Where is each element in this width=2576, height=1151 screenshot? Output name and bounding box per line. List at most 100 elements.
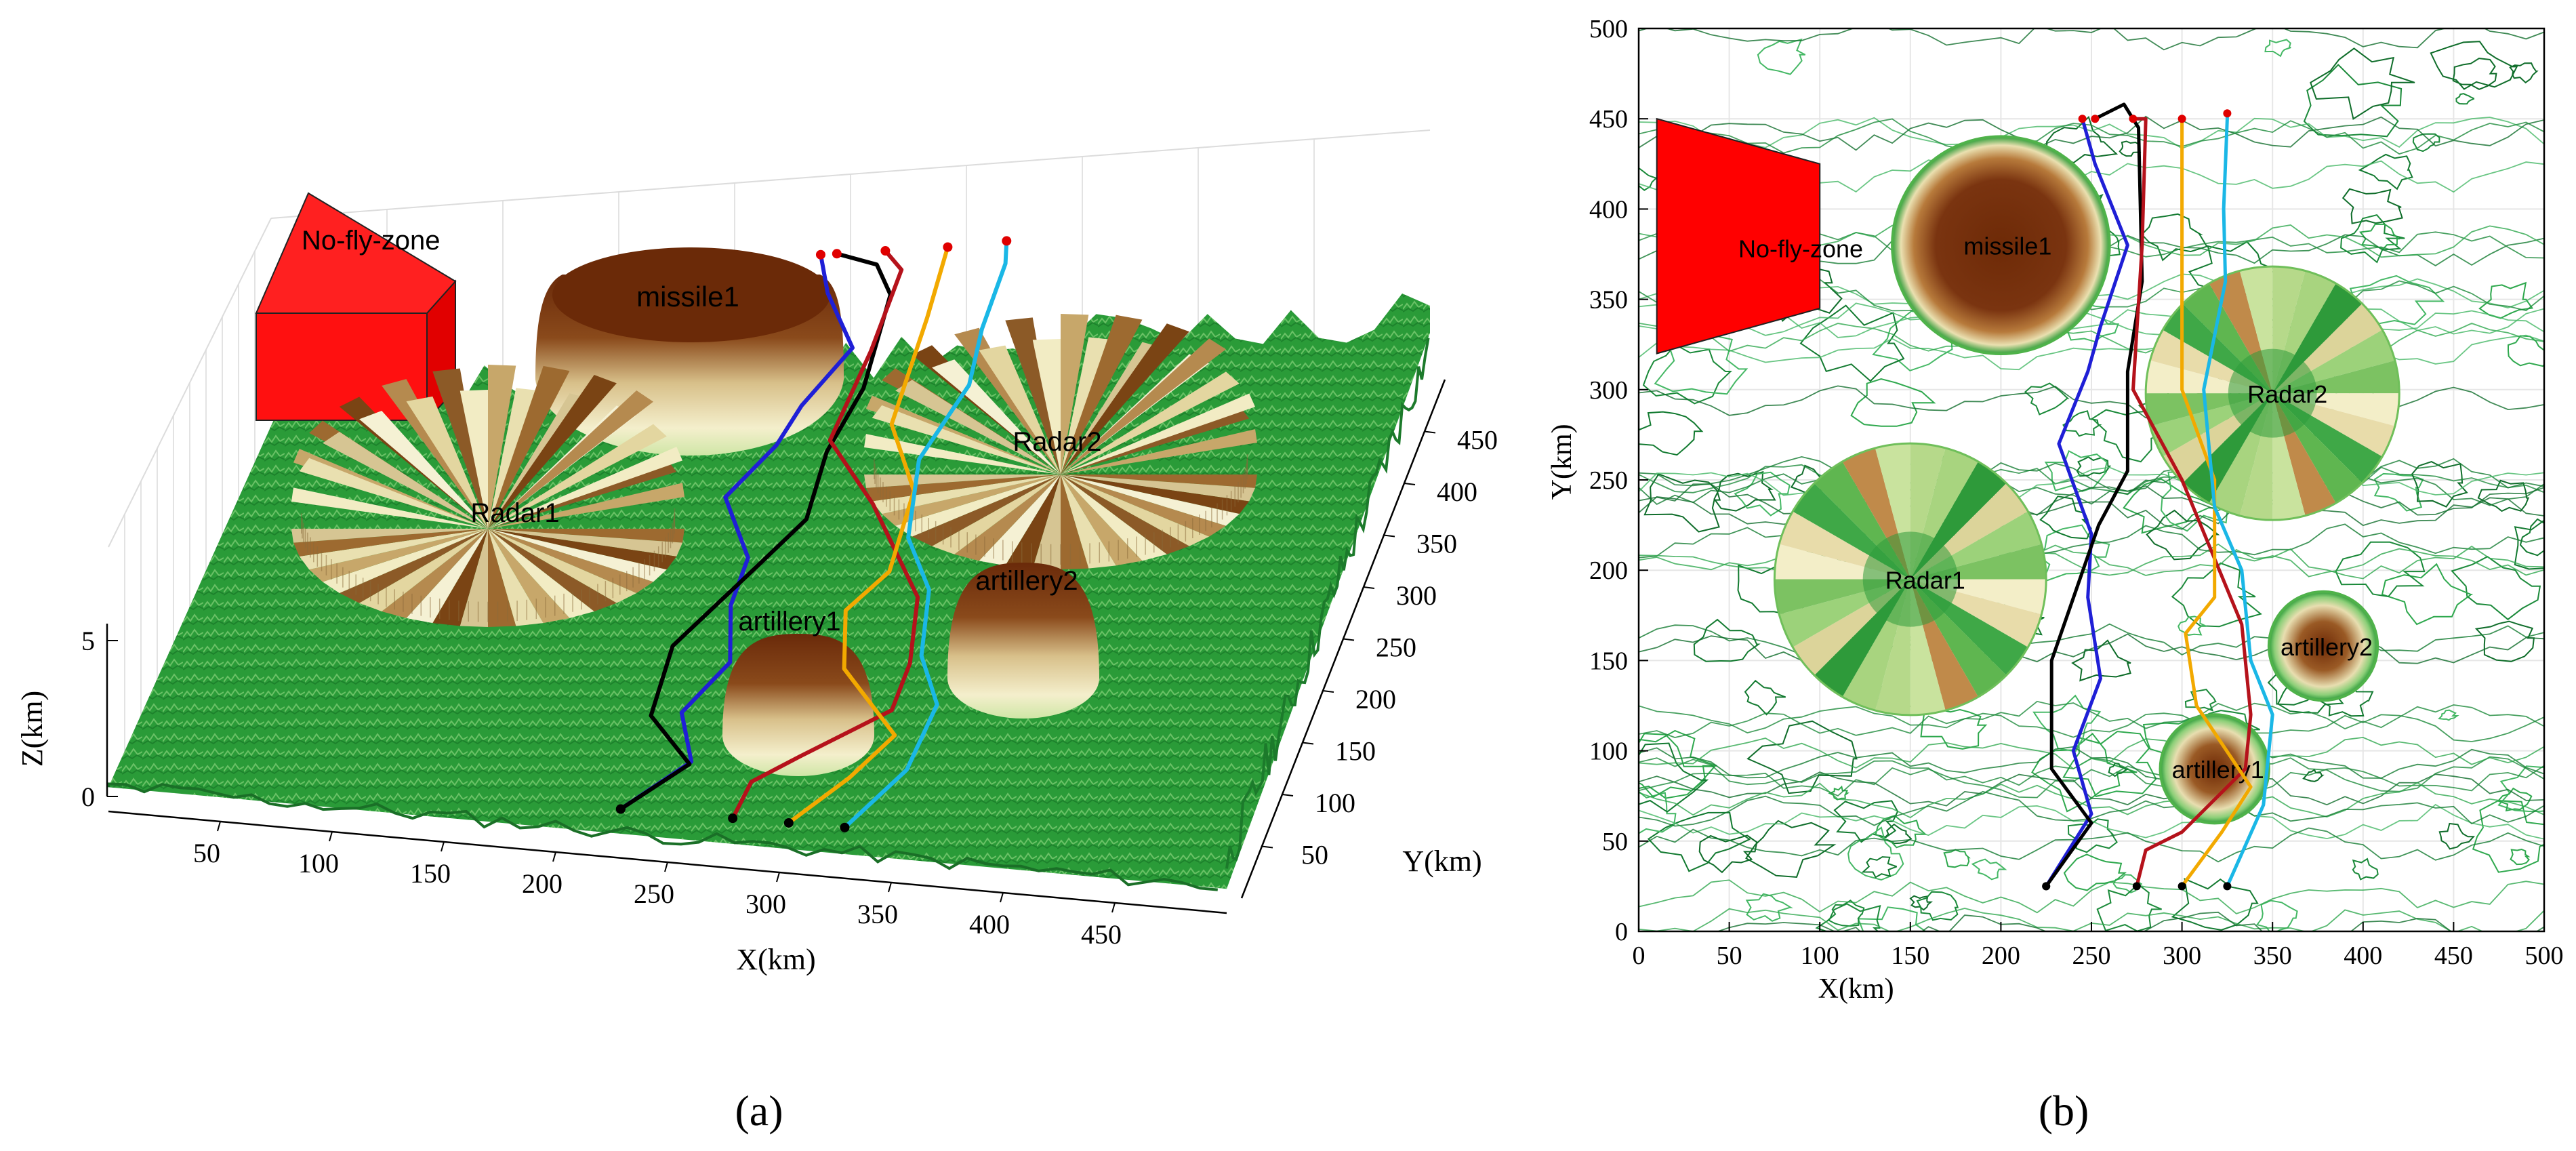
contour-line xyxy=(1850,378,1936,427)
contour-line xyxy=(2310,47,2415,121)
x-tick-mark-3d xyxy=(329,831,333,842)
radar-fan-sector xyxy=(1061,474,1257,488)
radar2-radar-fan xyxy=(864,314,1257,569)
radar-fan-sector xyxy=(882,474,1061,526)
contour-line xyxy=(2438,822,2476,850)
x-tick-mark-3d xyxy=(552,851,556,862)
radar-fan-sector xyxy=(488,529,637,603)
contour-line xyxy=(1847,826,1904,881)
y-tick-label: 0 xyxy=(1615,918,1628,946)
radar-fan-sector xyxy=(488,529,570,624)
x-tick-label: 200 xyxy=(1982,942,2020,970)
x-tick-label: 50 xyxy=(1717,942,1742,970)
y-tick-label-3d: 450 xyxy=(1457,425,1498,456)
contour-line xyxy=(1654,334,1749,395)
radar-fan-sector xyxy=(895,380,1061,474)
contour-line xyxy=(1639,117,2544,149)
radar-core xyxy=(1862,531,1958,627)
contour-line xyxy=(2044,449,2108,492)
panel-b-label: (b) xyxy=(2039,1087,2089,1135)
radar-fan-sector xyxy=(406,529,488,624)
x-tick-label: 250 xyxy=(2072,942,2111,970)
contour-line xyxy=(2497,765,2544,813)
contour-line xyxy=(1861,856,1898,879)
contour-line xyxy=(2062,731,2157,798)
radar-fan-sector xyxy=(323,529,488,593)
contour-line xyxy=(2497,787,2533,812)
y-tick-label-3d: 150 xyxy=(1335,736,1376,767)
radar-fan-sector xyxy=(488,390,653,529)
path-3d-end-point xyxy=(832,249,842,259)
contour-line xyxy=(2303,64,2403,138)
contour-line xyxy=(2359,223,2400,250)
radar-fan-sector xyxy=(488,529,683,557)
radar-fan-sector xyxy=(954,474,1061,561)
path-start-point xyxy=(2132,882,2141,891)
path-line-3 xyxy=(2131,117,2253,887)
radar-fan-sector xyxy=(872,474,1061,514)
radar-fan-sector xyxy=(1061,474,1089,569)
contour-line xyxy=(1639,482,2544,517)
contour-line xyxy=(2039,496,2092,540)
panel-b-contour-map: No-fly-zone missile1 Radar1 Radar2 artillery… xyxy=(1547,15,2564,1005)
radar-fan-sector xyxy=(979,345,1061,474)
radar-fan-sector xyxy=(979,474,1061,566)
radar-fan-sector xyxy=(488,529,516,627)
x-tick-label: 0 xyxy=(1633,942,1645,970)
contour-line xyxy=(1745,820,1837,878)
radar-fan-sector xyxy=(359,411,488,529)
radar-fan-sector xyxy=(488,365,570,529)
y-tick-label-3d: 50 xyxy=(1301,840,1328,870)
contour-line xyxy=(1639,623,2544,655)
radar-fan-sector xyxy=(488,529,677,570)
contour-line xyxy=(1639,463,2544,498)
contour-line xyxy=(2171,562,2262,628)
contour-line xyxy=(2067,818,2118,853)
y-tick-label: 350 xyxy=(1589,286,1628,315)
y-tick-label: 150 xyxy=(1589,647,1628,675)
y-tick-label-3d: 200 xyxy=(1355,684,1396,714)
y-tick-label: 400 xyxy=(1589,195,1628,224)
contour-line xyxy=(2510,848,2531,866)
path-3d-line-1 xyxy=(619,254,855,811)
contour-line xyxy=(1909,895,1934,911)
contour-line xyxy=(1639,700,2544,734)
x-tick-label-3d: 50 xyxy=(193,838,220,868)
z-tick-label-3d: 0 xyxy=(81,782,95,812)
radar-fan-sector xyxy=(291,487,488,529)
radar-fan-sector xyxy=(488,483,684,529)
path-start-point xyxy=(2178,882,2186,891)
artillery1-label-3d: artillery1 xyxy=(738,607,840,637)
radar-fan-sector xyxy=(488,375,617,529)
contour-line xyxy=(2302,769,2325,782)
path-line-1 xyxy=(2045,118,2129,887)
radar-rim xyxy=(1773,442,2047,716)
contour-line xyxy=(1920,708,1988,750)
radar-fan-sector xyxy=(488,529,684,543)
radar-fan-sector xyxy=(954,327,1061,474)
y-tick-mark-3d xyxy=(1383,534,1395,538)
radar-fan-sector xyxy=(872,405,1061,474)
radar-fan-sector xyxy=(1061,474,1210,546)
no-fly-zone-label: No-fly-zone xyxy=(1738,235,1863,263)
x-tick-mark-3d xyxy=(217,821,221,832)
radar-fan-sector xyxy=(291,529,488,543)
contour-line xyxy=(1971,858,2007,881)
radar-rim xyxy=(2144,265,2400,521)
contour-line xyxy=(1639,28,2544,51)
contour-line xyxy=(2076,456,2112,477)
radar-fan-sector xyxy=(299,529,488,570)
radar-fan-sector xyxy=(339,529,488,603)
y-tick-mark-3d xyxy=(1404,483,1416,485)
y-tick-label: 250 xyxy=(1589,466,1628,495)
radar-fan-sector xyxy=(488,424,667,529)
path-3d-line-4 xyxy=(788,246,950,825)
radar-fan-sector xyxy=(1061,474,1167,561)
terrain-front-edge xyxy=(107,782,1218,891)
contour-line xyxy=(2352,857,2379,881)
radar-fan-sector xyxy=(1061,474,1143,566)
radar-fan-sector xyxy=(864,434,1061,474)
contour-line xyxy=(1642,344,1732,405)
top-edge xyxy=(270,129,1431,219)
path-3d-line-3 xyxy=(731,249,920,820)
